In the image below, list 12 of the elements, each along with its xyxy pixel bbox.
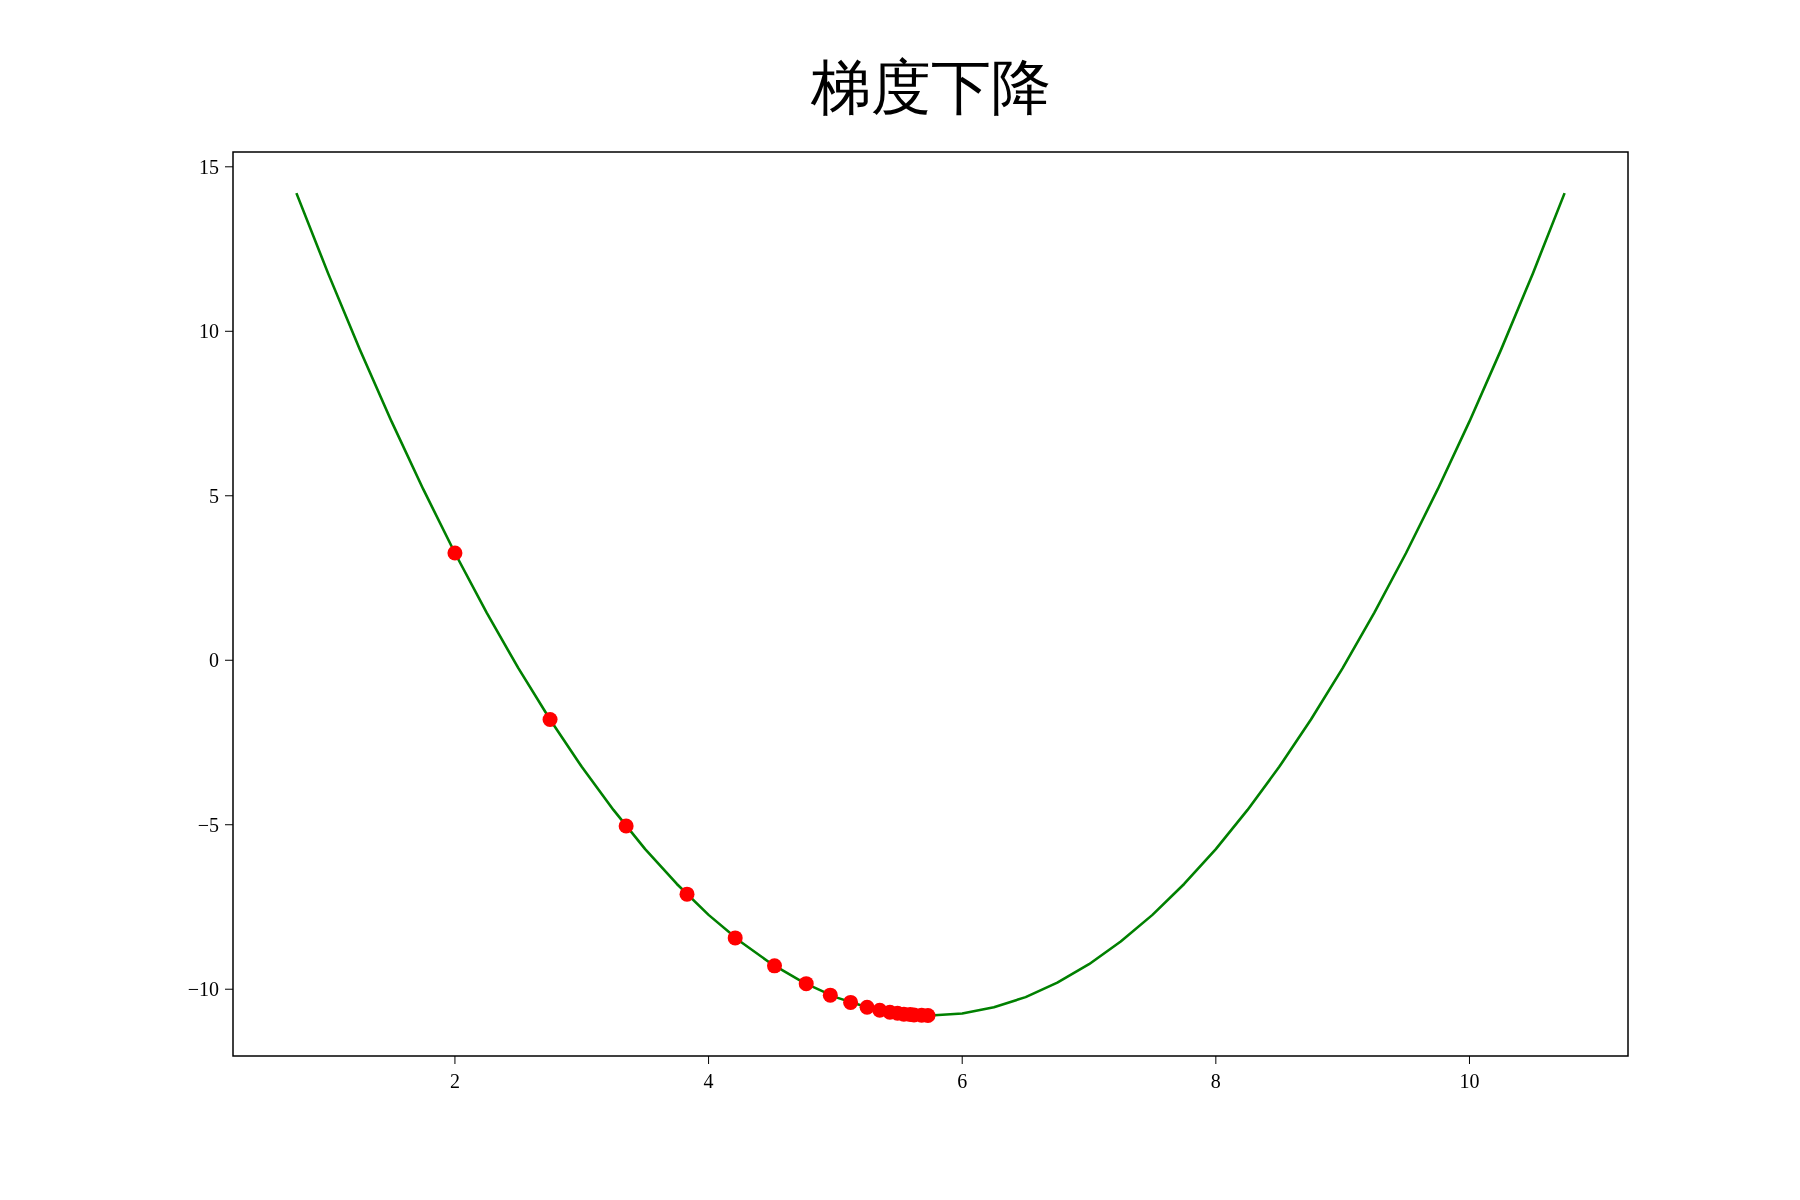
y-tick-label: 0 <box>209 649 219 672</box>
chart-title: 梯度下降 <box>809 55 1051 121</box>
x-tick-label: 10 <box>1459 1070 1480 1092</box>
y-tick-label: 15 <box>199 155 219 178</box>
x-tick-label: 8 <box>1210 1070 1221 1092</box>
y-tick-label: 5 <box>209 484 219 507</box>
x-tick-label: 6 <box>957 1070 968 1092</box>
x-tick-label: 2 <box>449 1070 460 1092</box>
x-tick-label: 4 <box>703 1070 714 1092</box>
y-tick-label: 10 <box>199 320 219 343</box>
y-tick-label: −10 <box>187 978 219 1001</box>
y-tick-label: −5 <box>197 813 219 836</box>
